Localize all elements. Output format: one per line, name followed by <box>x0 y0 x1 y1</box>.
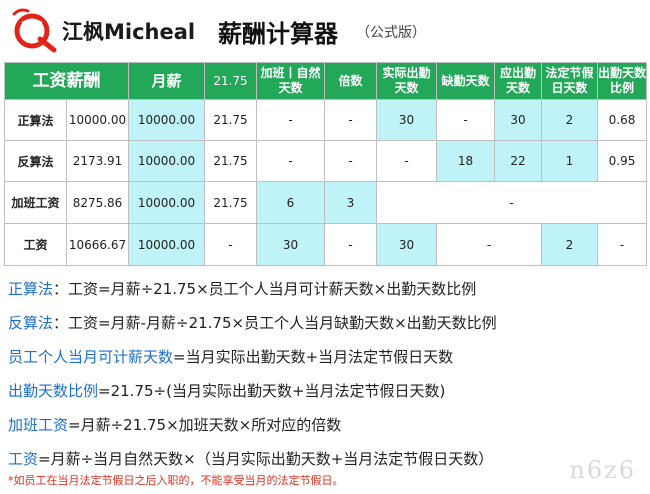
formula-line: 出勤天数比例=21.75÷(当月实际出勤天数+当月法定节假日天数) <box>8 374 644 408</box>
table-row-overtime: 加班工资 8275.86 10000.00 21.75 6 3 - <box>4 181 647 224</box>
table-row-forward: 正算法 10000.00 10000.00 21.75 - - 30 - 30 … <box>4 99 647 141</box>
cell-multiple: 3 <box>324 181 377 224</box>
formula-line: 正算法：工资=月薪÷21.75×员工个人当月可计薪天数×出勤天数比例 <box>8 272 644 306</box>
formula-line: 加班工资=月薪÷21.75×加班天数×所对应的倍数 <box>8 408 644 442</box>
cell-merged-rest: - <box>376 181 647 224</box>
formula-list: 正算法：工资=月薪÷21.75×员工个人当月可计薪天数×出勤天数比例 反算法：工… <box>8 272 644 476</box>
cell-holidays: 2 <box>541 223 598 266</box>
page-subtitle: （公式版） <box>356 25 426 41</box>
logo: 江枫Micheal <box>10 6 210 54</box>
cell-factor: 21.75 <box>204 99 257 141</box>
formula-line: 员工个人当月可计薪天数=当月实际出勤天数+当月法定节假日天数 <box>8 340 644 374</box>
cell-absent-days: 18 <box>436 140 495 182</box>
watermark: n6z6 <box>569 456 636 484</box>
cell-natural-days: - <box>256 99 325 141</box>
formula-text: =当月实际出勤天数+当月法定节假日天数 <box>173 348 454 366</box>
logo-mark-icon <box>12 8 57 53</box>
cell-holidays: 1 <box>541 140 598 182</box>
cell-salary: 2173.91 <box>66 140 129 182</box>
row-label: 工资 <box>4 223 67 266</box>
cell-salary: 10000.00 <box>66 99 129 141</box>
cell-natural-days: 6 <box>256 181 325 224</box>
formula-keyword: 正算法 <box>8 280 54 298</box>
cell-salary: 8275.86 <box>66 181 129 224</box>
cell-monthly: 10000.00 <box>128 99 205 141</box>
formula-line: 工资=月薪÷当月自然天数×（当月实际出勤天数+当月法定节假日天数） <box>8 442 644 476</box>
header-holidays: 法定节假日天数 <box>541 62 598 100</box>
header-monthly: 月薪 <box>128 62 205 100</box>
salary-table: 工资薪酬 月薪 21.75 加班丨自然天数 倍数 实际出勤天数 缺勤天数 应出勤… <box>4 62 647 266</box>
cell-absent-days: - <box>436 99 495 141</box>
table-row-reverse: 反算法 2173.91 10000.00 21.75 - - - 18 22 1… <box>4 140 647 182</box>
formula-keyword: 反算法 <box>8 314 54 332</box>
cell-factor: 21.75 <box>204 181 257 224</box>
header-ratio: 出勤天数比例 <box>597 62 647 100</box>
header-absent-days: 缺勤天数 <box>436 62 495 100</box>
cell-ratio: 0.95 <box>597 140 647 182</box>
cell-monthly: 10000.00 <box>128 223 205 266</box>
formula-keyword: 工资 <box>8 450 39 468</box>
cell-due-days: 22 <box>494 140 542 182</box>
header-factor: 21.75 <box>204 62 257 100</box>
formula-line: 反算法：工资=月薪-月薪÷21.75×员工个人当月缺勤天数×出勤天数比例 <box>8 306 644 340</box>
table-row-wage: 工资 10666.67 10000.00 - 30 - 30 - 2 - <box>4 223 647 266</box>
page-title: 薪酬计算器 <box>218 20 338 48</box>
cell-multiple: - <box>324 99 377 141</box>
row-label: 正算法 <box>4 99 67 141</box>
formula-keyword: 员工个人当月可计薪天数 <box>8 348 174 366</box>
header-natural-days: 加班丨自然天数 <box>256 62 325 100</box>
cell-factor: 21.75 <box>204 140 257 182</box>
cell-monthly: 10000.00 <box>128 181 205 224</box>
formula-text: ：工资=月薪-月薪÷21.75×员工个人当月缺勤天数×出勤天数比例 <box>53 314 497 332</box>
row-label: 反算法 <box>4 140 67 182</box>
row-label: 加班工资 <box>4 181 67 224</box>
cell-multiple: - <box>324 140 377 182</box>
cell-salary: 10666.67 <box>66 223 129 266</box>
cell-due-days: 30 <box>494 99 542 141</box>
formula-text: =月薪÷当月自然天数×（当月实际出勤天数+当月法定节假日天数） <box>38 450 494 468</box>
formula-keyword: 加班工资 <box>8 416 69 434</box>
cell-multiple: - <box>324 223 377 266</box>
cell-natural-days: - <box>256 140 325 182</box>
cell-absent-due-merged: - <box>436 223 542 266</box>
footnote: *如员工在当月法定节假日之后入职的，不能享受当月的法定节假日。 <box>8 474 344 487</box>
cell-actual-days: 30 <box>376 223 437 266</box>
cell-factor: - <box>204 223 257 266</box>
header-due-days: 应出勤天数 <box>494 62 542 100</box>
header-actual-days: 实际出勤天数 <box>376 62 437 100</box>
formula-text: =月薪÷21.75×加班天数×所对应的倍数 <box>68 416 342 434</box>
formula-keyword: 出勤天数比例 <box>8 382 99 400</box>
header-salary: 工资薪酬 <box>4 62 129 100</box>
cell-monthly: 10000.00 <box>128 140 205 182</box>
cell-actual-days: 30 <box>376 99 437 141</box>
cell-natural-days: 30 <box>256 223 325 266</box>
cell-actual-days: - <box>376 140 437 182</box>
formula-text: ：工资=月薪÷21.75×员工个人当月可计薪天数×出勤天数比例 <box>53 280 477 298</box>
cell-ratio: - <box>597 223 647 266</box>
formula-text: =21.75÷(当月实际出勤天数+当月法定节假日天数) <box>98 382 446 400</box>
cell-ratio: 0.68 <box>597 99 647 141</box>
table-header-row: 工资薪酬 月薪 21.75 加班丨自然天数 倍数 实际出勤天数 缺勤天数 应出勤… <box>4 62 647 100</box>
header-multiple: 倍数 <box>324 62 377 100</box>
cell-holidays: 2 <box>541 99 598 141</box>
logo-text: 江枫Micheal <box>62 20 196 44</box>
